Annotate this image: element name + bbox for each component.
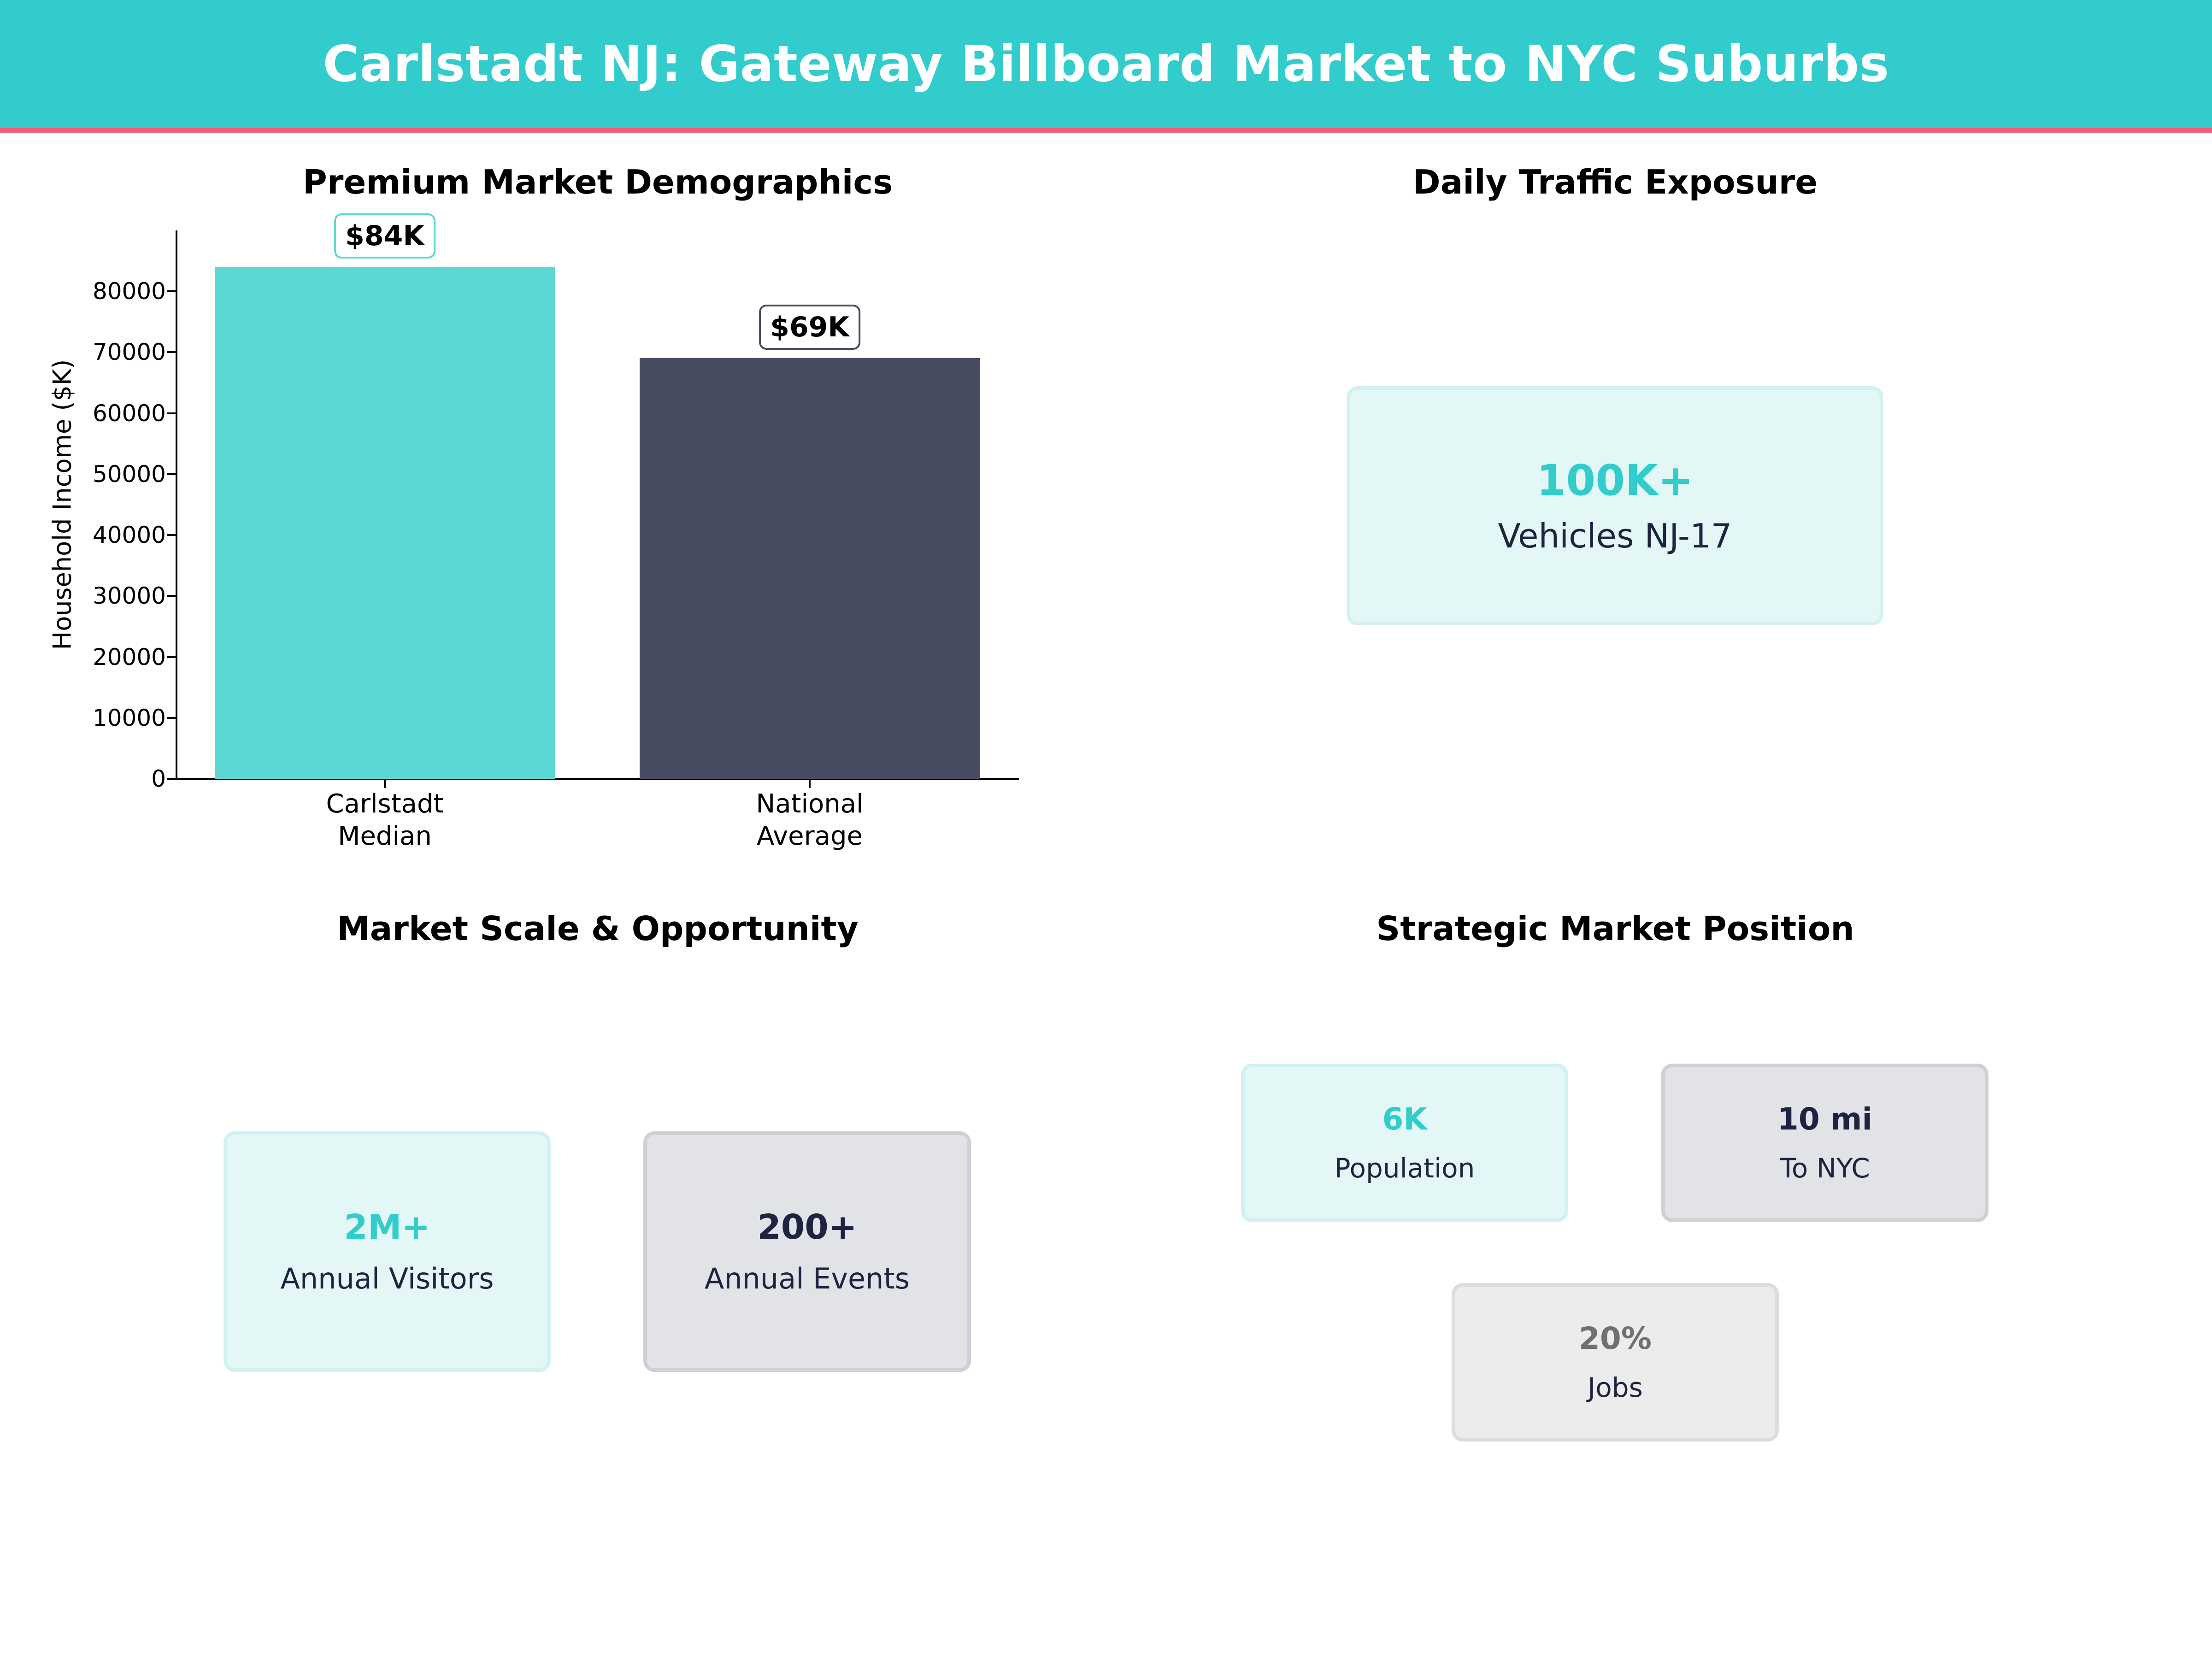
page-title: Carlstadt NJ: Gateway Billboard Market t… <box>323 35 1889 93</box>
x-tick-mark <box>384 779 386 788</box>
events-label: Annual Events <box>704 1262 910 1295</box>
y-axis-line <box>176 230 177 780</box>
y-tick-mark <box>167 656 176 658</box>
distance-stat-card: 10 mi To NYC <box>1661 1064 1988 1222</box>
demographics-title: Premium Market Demographics <box>303 163 893 201</box>
y-tick-label: 10000 <box>92 704 166 731</box>
bar-national-average <box>640 358 980 779</box>
bar-value-label: $84K <box>334 213 435 259</box>
traffic-label: Vehicles NJ-17 <box>1498 516 1732 555</box>
population-label: Population <box>1334 1153 1475 1184</box>
jobs-label: Jobs <box>1588 1372 1643 1403</box>
visitors-label: Annual Visitors <box>280 1262 494 1295</box>
y-tick-mark <box>167 595 176 597</box>
y-tick-label: 30000 <box>92 582 166 610</box>
traffic-stat-card: 100K+ Vehicles NJ-17 <box>1347 386 1883 625</box>
y-axis-label: Household Income ($K) <box>47 359 77 650</box>
position-title: Strategic Market Position <box>1376 909 1854 948</box>
y-tick-mark <box>167 778 176 780</box>
y-tick-label: 20000 <box>92 643 166 671</box>
visitors-value: 2M+ <box>344 1207 430 1247</box>
bar-carlstadt-median <box>215 267 555 779</box>
x-tick-label: National Average <box>756 789 864 851</box>
distance-value: 10 mi <box>1777 1101 1873 1137</box>
y-tick-mark <box>167 351 176 353</box>
x-tick-label: Carlstadt Median <box>326 789 444 851</box>
traffic-title: Daily Traffic Exposure <box>1412 163 1818 201</box>
y-tick-mark <box>167 412 176 414</box>
y-tick-mark <box>167 534 176 536</box>
events-stat-card: 200+ Annual Events <box>643 1131 971 1372</box>
x-tick-mark <box>809 779 811 788</box>
y-tick-mark <box>167 290 176 292</box>
population-value: 6K <box>1382 1101 1427 1137</box>
scale-title: Market Scale & Opportunity <box>337 909 859 948</box>
y-tick-mark <box>167 717 176 719</box>
y-tick-label: 70000 <box>92 339 166 366</box>
header-banner: Carlstadt NJ: Gateway Billboard Market t… <box>0 0 2212 133</box>
distance-label: To NYC <box>1780 1153 1870 1184</box>
y-tick-label: 40000 <box>92 522 166 548</box>
y-tick-label: 0 <box>151 765 166 792</box>
y-tick-label: 80000 <box>92 278 166 305</box>
visitors-stat-card: 2M+ Annual Visitors <box>224 1131 551 1372</box>
traffic-value: 100K+ <box>1536 455 1694 505</box>
jobs-stat-card: 20% Jobs <box>1452 1283 1779 1441</box>
x-axis-line <box>176 778 1019 780</box>
jobs-value: 20% <box>1579 1321 1652 1356</box>
y-tick-label: 50000 <box>92 460 166 488</box>
bar-value-label: $69K <box>759 305 860 350</box>
population-stat-card: 6K Population <box>1241 1064 1568 1222</box>
y-tick-label: 60000 <box>92 400 166 427</box>
y-tick-mark <box>167 473 176 475</box>
events-value: 200+ <box>757 1207 857 1247</box>
